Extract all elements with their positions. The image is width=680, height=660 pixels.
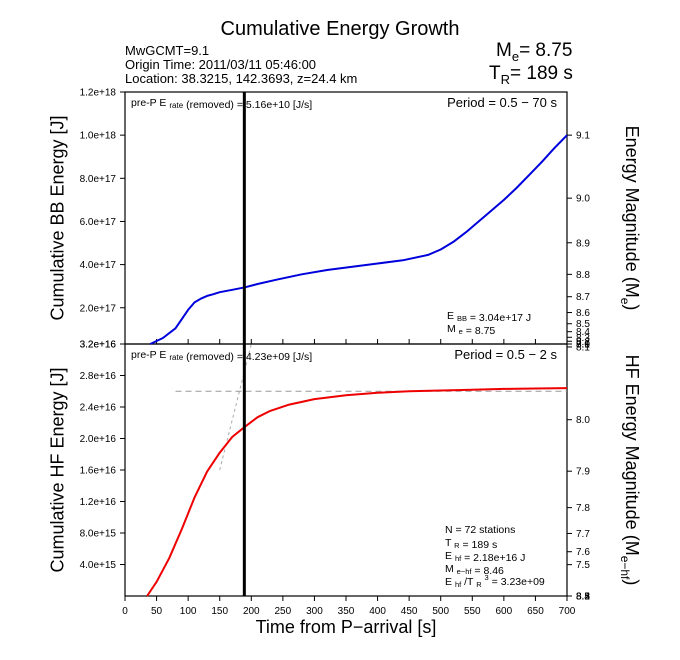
y-tick-label: 1.2e+16 xyxy=(80,497,117,508)
stations-count: N = 72 stations xyxy=(445,524,515,536)
y2-tick-label: 8.2 xyxy=(576,592,590,603)
event-magnitude: MwGCMT=9.1 xyxy=(125,43,210,58)
y-tick-label: 3.2e+16 xyxy=(80,340,117,351)
y-tick-label: 8.0e+17 xyxy=(80,174,117,185)
y-tick-label: 1.6e+16 xyxy=(80,466,117,477)
chart-title: Cumulative Energy Growth xyxy=(220,18,460,40)
y2-tick-label: 9.0 xyxy=(576,194,590,205)
y2-tick-label: 8.2 xyxy=(576,337,590,348)
top-ebb-label: E BB = 3.04e+17 J xyxy=(447,310,531,324)
x-tick-label: 650 xyxy=(527,606,544,617)
y2-tick-label: 8.1 xyxy=(576,340,590,351)
y2-tick-label: 8.3 xyxy=(576,333,590,344)
y-tick-label: 2.0e+17 xyxy=(80,303,117,314)
bottom-tr-label: T R = 189 s xyxy=(445,537,497,551)
x-tick-label: 150 xyxy=(211,606,228,617)
y-tick-label: 6.0e+17 xyxy=(80,217,117,228)
y2-tick-label: 8.0 xyxy=(576,340,590,351)
y-tick-label: 2.8e+16 xyxy=(80,371,117,382)
x-tick-label: 350 xyxy=(338,606,355,617)
x-tick-label: 300 xyxy=(306,606,323,617)
y2-tick-label: 8.4 xyxy=(576,327,590,338)
y2-tick-label: 7.9 xyxy=(576,340,590,351)
y-tick-label: 1.0e+18 xyxy=(80,131,117,142)
y2-tick-label: 9.1 xyxy=(576,131,590,142)
x-tick-label: 700 xyxy=(559,606,576,617)
bottom-ratio-label: E hf /T R 3 = 3.23e+09 xyxy=(445,571,545,590)
y-tick-label: 3.2e+16 xyxy=(80,340,117,351)
hf-energy-line xyxy=(146,387,568,597)
y2-tick-label: 8.1 xyxy=(576,342,590,353)
y-tick-label: 8.0e+15 xyxy=(80,529,117,540)
y2-tick-label: 8.9 xyxy=(576,238,590,249)
y2-tick-label: 7.5 xyxy=(576,560,590,571)
top-period-label: Period = 0.5 − 70 s xyxy=(447,95,557,110)
tangent-reference-line xyxy=(219,343,252,471)
y-tick-label: 4.0e+15 xyxy=(80,560,117,571)
x-tick-label: 50 xyxy=(151,606,163,617)
x-tick-label: 200 xyxy=(243,606,260,617)
x-tick-label: 0 xyxy=(122,606,128,617)
x-tick-label: 600 xyxy=(496,606,513,617)
x-tick-label: 100 xyxy=(180,606,197,617)
y2-tick-label: 8.4 xyxy=(576,592,590,603)
top-erate-annotation: pre-P E rate (removed) = 5.16e+10 [J/s] xyxy=(131,97,312,111)
top-me-label: M e = 8.75 xyxy=(447,323,495,337)
x-tick-label: 400 xyxy=(369,606,386,617)
x-tick-label: 550 xyxy=(464,606,481,617)
event-location: Location: 38.3215, 142.3693, z=24.4 km xyxy=(125,71,358,86)
x-tick-label: 450 xyxy=(401,606,418,617)
y2-tick-label: 8.5 xyxy=(576,319,590,330)
y2-tick-label: 8.5 xyxy=(576,592,590,603)
origin-time: Origin Time: 2011/03/11 05:46:00 xyxy=(125,57,317,72)
bottom-mehf-label: M e−hf = 8.46 xyxy=(445,563,504,577)
y-tick-label: 2.0e+16 xyxy=(80,434,117,445)
x-axis-label: Time from P−arrival [s] xyxy=(255,617,437,637)
header-me: Me= 8.75 xyxy=(496,40,573,64)
bb-energy-line xyxy=(149,134,568,345)
y2-tick-label: 8.6 xyxy=(576,308,590,319)
y2-tick-label: 7.6 xyxy=(576,547,590,558)
y-tick-label: 2.4e+16 xyxy=(80,403,117,414)
y2-tick-label: 8.3 xyxy=(576,592,590,603)
y2-tick-label: 7.9 xyxy=(576,467,590,478)
bottom-ehf-label: E hf = 2.18e+16 J xyxy=(445,550,525,564)
x-tick-label: 500 xyxy=(432,606,449,617)
y2-tick-label: 7.7 xyxy=(576,529,590,540)
y-tick-label: 4.0e+17 xyxy=(80,260,117,271)
y2-tick-label: 8.7 xyxy=(576,292,590,303)
y2-tick-label: 8.8 xyxy=(576,270,590,281)
header-tr: TR= 189 s xyxy=(489,63,573,87)
x-tick-label: 250 xyxy=(275,606,292,617)
y2-tick-label: 7.8 xyxy=(576,503,590,514)
y2-tick-label: 8.0 xyxy=(576,415,590,426)
bottom-period-label: Period = 0.5 − 2 s xyxy=(454,347,557,362)
y-tick-label: 1.2e+18 xyxy=(80,88,117,99)
bottom-erate-annotation: pre-P E rate (removed) = 4.23e+09 [J/s] xyxy=(131,349,312,363)
